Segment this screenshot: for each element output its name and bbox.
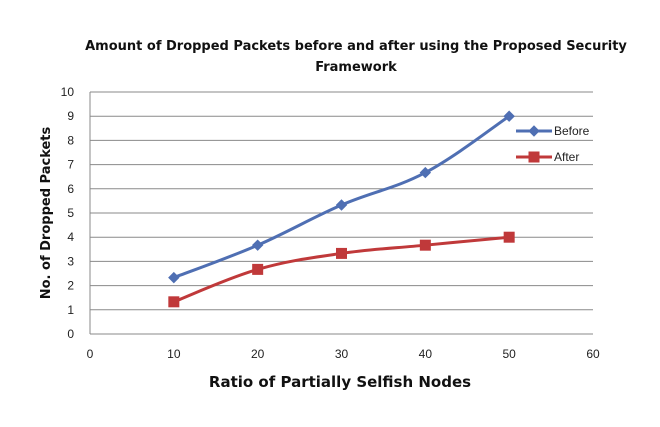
series-after <box>168 231 515 308</box>
x-tick-label: 50 <box>502 347 516 361</box>
legend-label: Before <box>554 124 590 138</box>
series-before <box>168 110 515 284</box>
x-tick-label: 40 <box>419 347 433 361</box>
grid-lines <box>90 91 593 311</box>
data-point-before <box>251 239 264 251</box>
y-tick-labels: 0 1 2 3 4 5 6 7 8 9 10 <box>61 85 75 341</box>
x-axis-label: Ratio of Partially Selfish Nodes <box>209 373 471 391</box>
data-point-after <box>252 263 264 275</box>
y-tick-label: 1 <box>67 303 74 317</box>
y-tick-label: 5 <box>67 206 74 220</box>
series <box>168 110 515 308</box>
x-tick-label: 20 <box>251 347 265 361</box>
series-line-after <box>173 235 510 304</box>
legend-swatch-marker <box>528 151 540 163</box>
x-tick-label: 60 <box>586 347 600 361</box>
legend-label: After <box>554 150 579 164</box>
y-tick-label: 9 <box>67 109 74 123</box>
x-tick-label: 10 <box>167 347 181 361</box>
legend-swatch-marker <box>528 125 540 137</box>
data-point-before <box>419 166 432 179</box>
legend-item-before: Before <box>516 124 590 138</box>
data-point-after <box>168 296 180 308</box>
x-tick-label: 0 <box>87 347 94 361</box>
y-tick-label: 4 <box>67 230 74 244</box>
x-tick-labels: 0 10 20 30 40 50 60 <box>87 347 600 361</box>
data-point-before <box>168 271 180 284</box>
data-point-after <box>336 247 347 259</box>
legend-item-after: After <box>516 150 579 164</box>
y-tick-label: 6 <box>67 182 74 196</box>
chart-title-line2: Framework <box>315 60 397 75</box>
chart-title: Amount of Dropped Packets before and aft… <box>85 39 627 54</box>
y-axis-label: No. of Dropped Packets <box>39 126 54 299</box>
y-tick-label: 0 <box>67 327 74 341</box>
data-point-after <box>503 231 515 243</box>
legend: Before After <box>516 124 590 164</box>
y-tick-label: 3 <box>67 254 74 268</box>
y-tick-label: 8 <box>67 133 74 147</box>
y-tick-label: 2 <box>67 279 74 293</box>
data-point-before <box>503 110 515 122</box>
axes <box>89 92 593 335</box>
data-point-after <box>419 239 431 251</box>
y-tick-label: 7 <box>67 158 74 172</box>
x-tick-label: 30 <box>335 347 349 361</box>
y-tick-label: 10 <box>61 85 75 99</box>
data-point-before <box>335 199 348 211</box>
